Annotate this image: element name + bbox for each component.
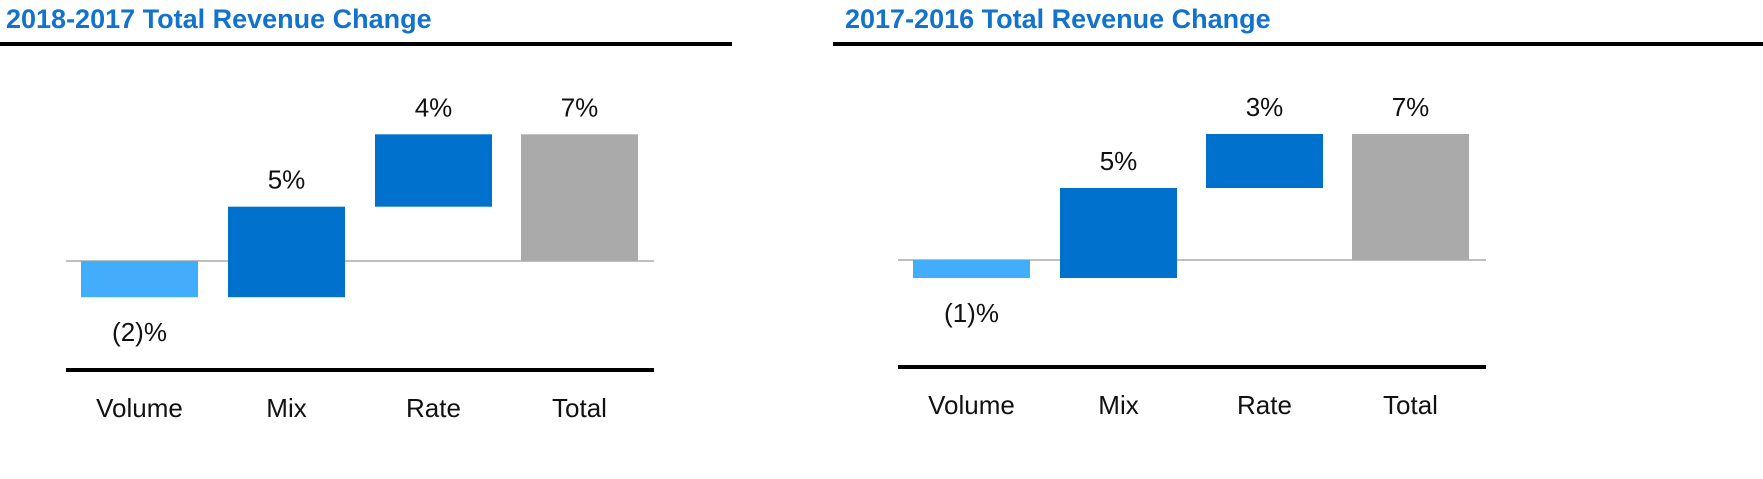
title-underline-left [0,42,732,46]
bar-total [1352,134,1469,260]
category-label: Rate [1237,390,1292,420]
bar-rate [375,134,492,207]
category-label: Volume [928,390,1015,420]
data-label: 5% [1100,146,1138,176]
data-label: 7% [561,92,599,122]
category-label: Total [552,393,607,423]
category-label: Total [1383,390,1438,420]
data-label: 4% [415,92,453,122]
data-label: 3% [1246,92,1284,122]
data-label: 7% [1392,92,1430,122]
data-label: 5% [268,165,306,195]
bar-mix [228,206,345,298]
category-label: Mix [1098,390,1138,420]
data-label: (2)% [112,317,167,347]
bar-volume [913,260,1030,278]
bar-volume [81,261,198,298]
bar-total [521,134,638,261]
bar-mix [1060,188,1177,278]
chart-title-left: 2018-2017 Total Revenue Change [6,4,432,34]
data-label: (1)% [944,298,999,328]
category-label: Rate [406,393,461,423]
bar-rate [1206,134,1323,188]
chart-title-right: 2017-2016 Total Revenue Change [845,4,1271,34]
title-underline-right [833,42,1763,46]
category-label: Mix [266,393,306,423]
category-label: Volume [96,393,183,423]
